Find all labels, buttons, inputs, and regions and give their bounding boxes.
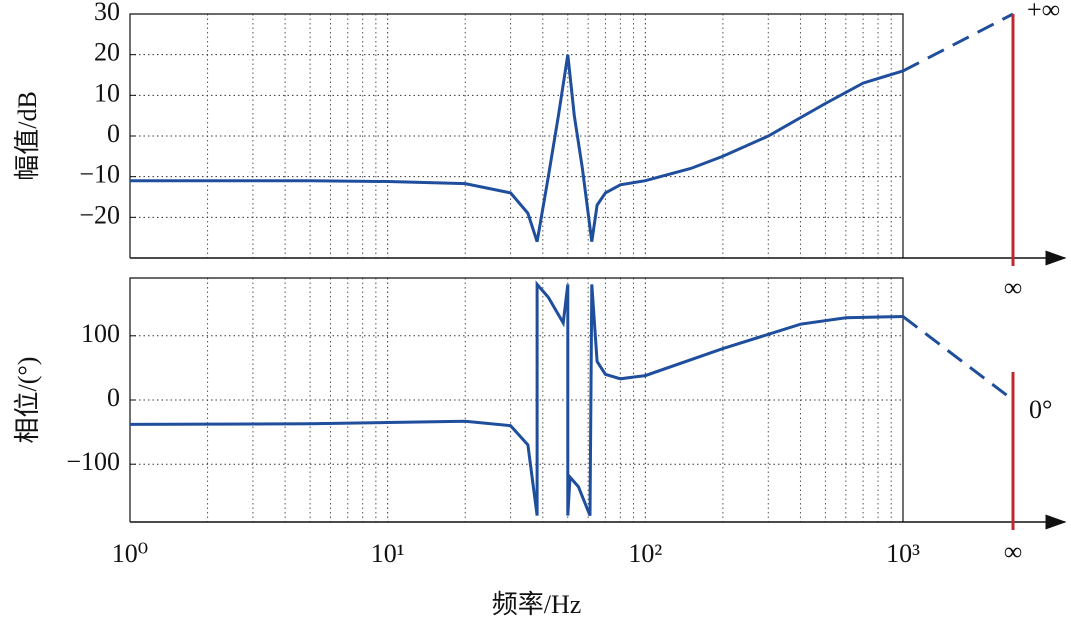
y-tick-label: −20 xyxy=(79,200,120,229)
limit-extension xyxy=(902,12,1014,73)
y-tick-label: 0 xyxy=(107,383,120,412)
x-tick-label: 10³ xyxy=(886,539,920,568)
end-label: +∞ xyxy=(1027,0,1060,24)
plot-frame xyxy=(129,277,904,522)
infinity-label: ∞ xyxy=(1004,273,1023,302)
series-line xyxy=(130,54,904,243)
y-tick-label: 10 xyxy=(94,78,120,107)
y-axis-label: 相位/(°) xyxy=(13,357,42,444)
y-axis-label: 幅值/dB xyxy=(13,91,42,181)
y-tick-label: −100 xyxy=(66,447,120,476)
x-tick-label: 10⁰ xyxy=(112,539,148,568)
series-line xyxy=(129,280,904,517)
y-tick-label: −10 xyxy=(79,160,120,189)
y-tick-label: 0 xyxy=(107,119,120,148)
x-tick-label: 10² xyxy=(628,539,662,568)
x-axis-label: 频率/Hz xyxy=(492,590,582,619)
infinity-label: ∞ xyxy=(1004,537,1023,566)
x-tick-label: 10¹ xyxy=(371,539,405,568)
y-tick-label: 20 xyxy=(94,38,120,67)
limit-extension xyxy=(902,315,1014,402)
plot-frame xyxy=(129,13,904,258)
y-tick-label: 100 xyxy=(81,319,120,348)
y-tick-label: 30 xyxy=(94,0,120,26)
end-label: 0° xyxy=(1029,395,1052,424)
